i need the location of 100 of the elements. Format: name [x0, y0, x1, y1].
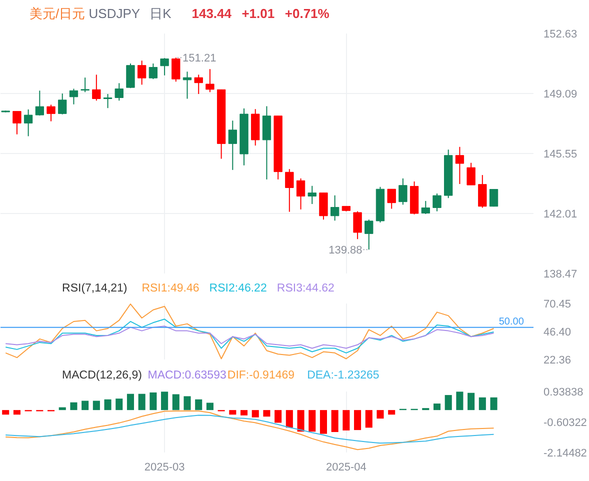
candlestick [330, 194, 340, 222]
candlestick [455, 146, 464, 185]
bar [92, 400, 100, 410]
bar [206, 402, 214, 410]
candlestick [69, 88, 78, 105]
candlestick [421, 200, 430, 215]
candlestick [114, 82, 124, 102]
line-series [5, 318, 494, 354]
x-tick-label: 2025-03 [144, 462, 185, 474]
candlestick [353, 210, 362, 240]
bar [444, 395, 452, 410]
bar [263, 410, 270, 417]
bar [456, 392, 464, 410]
text: DEA:-1.23265 [307, 370, 380, 382]
text: +1.01 [242, 6, 275, 21]
bar [13, 410, 20, 415]
y-tick-label: -2.14482 [544, 448, 587, 460]
y-tick-label: 138.47 [544, 268, 578, 280]
chart-title: MACD(12,26,9) [62, 370, 142, 382]
bar [126, 394, 134, 410]
candlestick [398, 178, 408, 206]
bar [195, 399, 202, 410]
bar [150, 392, 157, 410]
y-tick-label: 0.93838 [544, 386, 584, 398]
chart-subtitle: USDJPY [88, 6, 140, 21]
candlestick [160, 58, 169, 76]
candlestick [466, 162, 476, 186]
annotation: 151.21 [182, 52, 216, 65]
bar [331, 410, 338, 432]
candlestick [80, 77, 90, 93]
bar [58, 407, 66, 410]
bar [490, 397, 498, 410]
candlestick [92, 74, 101, 102]
bar [82, 400, 89, 410]
bar [104, 399, 112, 410]
candlestick [12, 110, 22, 135]
ref-line-label: 50.00 [498, 316, 524, 328]
bar [252, 410, 259, 418]
bar [376, 410, 384, 419]
candlestick [387, 188, 396, 210]
line-series [5, 326, 494, 349]
bar [433, 404, 441, 410]
bar [365, 410, 372, 428]
line-series [5, 414, 494, 444]
bar [297, 410, 304, 432]
candlestick [103, 94, 112, 109]
bar [138, 394, 146, 410]
y-tick-label: 152.63 [544, 28, 578, 40]
bar [161, 392, 168, 410]
text: 日K [150, 6, 172, 21]
candlestick [489, 188, 498, 208]
bar [320, 410, 327, 434]
bar [468, 392, 475, 410]
text: DIF:-0.91469 [227, 370, 295, 382]
candlestick [285, 168, 294, 212]
y-tick-label: 46.40 [544, 326, 572, 339]
y-tick-label: 22.36 [544, 354, 572, 366]
candlestick [308, 185, 316, 205]
bar [388, 410, 396, 415]
bar [2, 410, 10, 415]
candlestick [182, 71, 192, 100]
text: RSI3:44.62 [276, 282, 334, 294]
line-series [5, 304, 494, 360]
series-label: RSI1:49.46 [142, 282, 200, 294]
text: +0.71% [284, 6, 330, 21]
chart-title: 美元/日元 [29, 6, 86, 21]
candlestick [148, 63, 158, 80]
candlestick [228, 120, 237, 170]
candlestick [206, 68, 214, 93]
candlestick [296, 178, 306, 210]
bar [229, 410, 236, 415]
bar [70, 402, 78, 410]
bar [274, 410, 282, 423]
bar [342, 410, 350, 430]
y-tick-label: 145.55 [544, 148, 578, 160]
bar [240, 410, 248, 416]
line-series [5, 410, 494, 450]
y-tick-label: 70.45 [544, 298, 572, 310]
text: 143.44 [192, 6, 232, 21]
series-label: MACD:0.63593 [148, 370, 226, 382]
bar [184, 396, 191, 410]
candlestick [319, 192, 328, 220]
text: RSI2:46.22 [209, 282, 267, 294]
annotation: 139.88 [328, 244, 362, 257]
y-tick-label: -0.60322 [544, 417, 587, 429]
candlestick [478, 174, 487, 208]
candlestick [194, 74, 203, 95]
bar [478, 397, 486, 410]
candlestick [138, 60, 146, 86]
chart-title: RSI(7,14,21) [62, 282, 128, 294]
candlestick [126, 63, 135, 89]
bar [308, 410, 316, 432]
candlestick [35, 90, 44, 116]
candlestick [24, 108, 33, 137]
bar [286, 410, 293, 428]
y-tick-label: 149.09 [544, 88, 578, 100]
candlestick [46, 104, 56, 122]
bar [354, 410, 362, 430]
bar [116, 398, 123, 410]
x-tick-label: 2025-04 [326, 462, 366, 474]
